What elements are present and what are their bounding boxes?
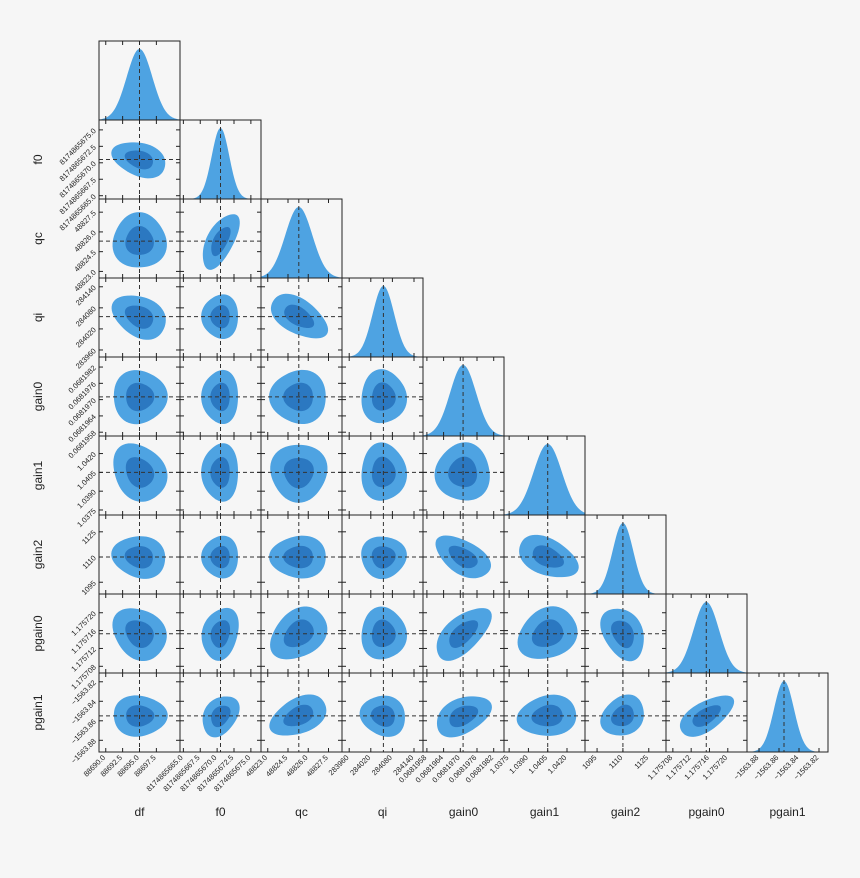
x-tick-label: 284080 — [370, 753, 394, 777]
y-tick-label: 284020 — [74, 325, 98, 349]
contour-inner — [124, 546, 153, 569]
y-axis-label: gain1 — [31, 461, 45, 491]
contour-inner — [449, 620, 479, 648]
y-axis-label: pgain0 — [31, 615, 45, 651]
histogram — [585, 523, 666, 594]
y-tick-label: 1.0405 — [75, 469, 98, 492]
x-tick-label: 1.0420 — [546, 753, 569, 776]
x-tick-label: 1.0390 — [507, 753, 530, 776]
contour-inner — [611, 620, 634, 649]
contour-inner — [370, 705, 395, 727]
x-tick-label: 283960 — [327, 753, 351, 777]
y-tick-label: 1110 — [80, 553, 97, 570]
contour-inner — [124, 305, 154, 329]
panel-border — [746, 672, 829, 753]
x-tick-label: 1.0405 — [527, 753, 550, 776]
contour-inner — [125, 225, 154, 255]
contour-inner — [124, 150, 153, 170]
y-tick-label: 1095 — [80, 579, 98, 597]
y-tick-label: 1125 — [80, 528, 98, 546]
x-axis-label: qc — [295, 805, 308, 819]
histogram — [342, 286, 423, 357]
contour-inner — [449, 705, 479, 728]
x-tick-label: 48827.5 — [304, 753, 330, 779]
contour-inner — [371, 382, 396, 411]
y-axis-label: gain0 — [31, 382, 45, 412]
x-axis-label: pgain1 — [769, 805, 805, 819]
y-axis-label: qi — [31, 313, 45, 322]
y-axis-label: gain2 — [31, 540, 45, 570]
x-axis-label: df — [134, 805, 145, 819]
contour-inner — [210, 382, 230, 412]
contour-inner — [448, 545, 478, 569]
x-tick-label: 1125 — [632, 753, 650, 771]
histogram — [261, 207, 342, 278]
x-axis-label: qi — [378, 805, 387, 819]
histogram — [747, 681, 828, 752]
contour-inner — [531, 619, 564, 647]
x-tick-label: 1095 — [580, 753, 598, 771]
x-axis-label: pgain0 — [688, 805, 724, 819]
y-tick-label: 284080 — [74, 304, 98, 328]
histogram — [504, 444, 585, 515]
y-axis-label: pgain1 — [31, 694, 45, 730]
x-axis-label: gain2 — [611, 805, 641, 819]
contour-inner — [371, 619, 396, 648]
y-axis-label: qc — [31, 232, 45, 245]
y-axis-label: f0 — [31, 154, 45, 164]
x-axis-label: f0 — [215, 805, 225, 819]
x-axis-label: gain0 — [449, 805, 479, 819]
x-tick-label: 284020 — [348, 753, 372, 777]
contour-inner — [125, 620, 154, 649]
contour-inner — [126, 705, 155, 727]
x-tick-label: 1110 — [607, 753, 624, 770]
contour-inner — [210, 620, 231, 648]
y-tick-label: 1.0390 — [75, 488, 98, 511]
contour-inner — [532, 545, 564, 568]
contour-inner — [126, 382, 155, 412]
y-tick-label: 1.0375 — [75, 506, 98, 529]
x-axis-label: gain1 — [530, 805, 560, 819]
